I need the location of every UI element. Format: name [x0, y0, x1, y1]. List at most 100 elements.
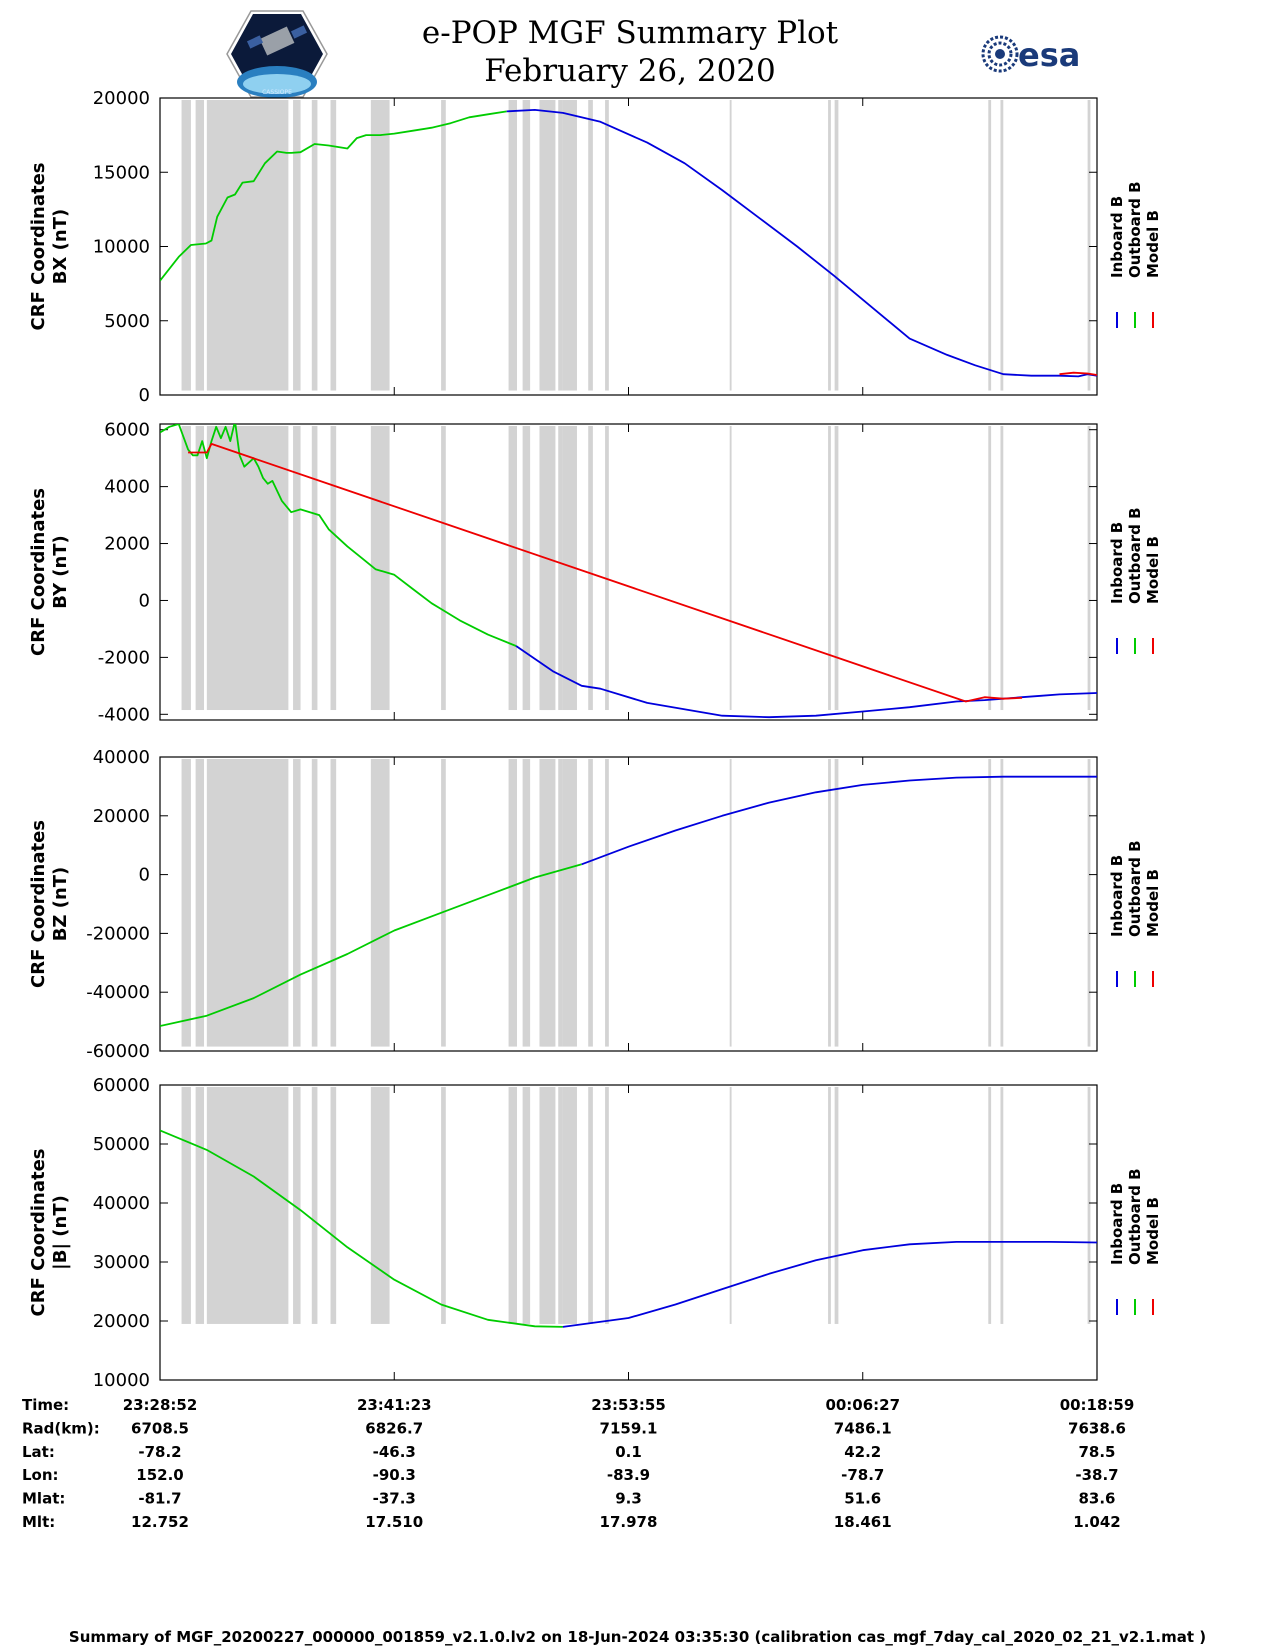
legend-label-outboard: Outboard B — [1126, 1168, 1144, 1265]
series-line-outboard-b — [160, 863, 582, 1027]
series-line-outboard-b — [160, 1129, 563, 1328]
ephemeris-row-label: Lat: — [22, 1443, 55, 1461]
data-gap-bar — [988, 759, 992, 1047]
y-axis-label-line-2: BX (nT) — [50, 209, 71, 284]
ephemeris-value: -78.2 — [138, 1443, 181, 1461]
y-tick-label: 20000 — [93, 806, 150, 827]
data-gap-bar — [588, 759, 593, 1047]
series-line-model-b — [188, 442, 1023, 703]
ephemeris-value: 23:28:52 — [123, 1396, 198, 1414]
y-tick-label: 50000 — [93, 1134, 150, 1155]
data-gap-bar — [508, 1087, 517, 1324]
data-gap-bar — [370, 759, 390, 1047]
y-tick-label: 20000 — [93, 88, 150, 109]
ephemeris-value: 83.6 — [1078, 1490, 1115, 1508]
title-line-2: February 26, 2020 — [484, 53, 776, 89]
data-gap-bar — [541, 100, 556, 391]
ephemeris-value: 0.1 — [615, 1443, 642, 1461]
data-gap-bar — [834, 100, 839, 391]
ephemeris-value: 12.752 — [131, 1513, 189, 1531]
data-gap-bar — [330, 759, 337, 1047]
data-gap-bar — [834, 426, 839, 711]
ephemeris-value: 17.978 — [600, 1513, 658, 1531]
data-gap-bar — [605, 100, 609, 391]
data-gap-bar — [293, 426, 301, 711]
ephemeris-row-label: Lon: — [22, 1466, 59, 1484]
data-gap-bar — [311, 759, 318, 1047]
ephemeris-value: -37.3 — [373, 1490, 416, 1508]
data-gap-bar — [588, 426, 593, 711]
cassiope-mission-logo: CASSIOPE — [226, 10, 328, 98]
ephemeris-row-label: Rad(km): — [22, 1419, 100, 1437]
ephemeris-value: 78.5 — [1078, 1443, 1115, 1461]
data-gap-bar — [1087, 759, 1091, 1047]
ephemeris-value: 7638.6 — [1068, 1419, 1126, 1437]
ephemeris-value: 00:18:59 — [1060, 1396, 1135, 1414]
data-gap-bar — [1000, 426, 1004, 711]
legend-label-inboard: Inboard B — [1108, 855, 1126, 937]
panel-bx: 0 5000 10000 15000 20000 CRF Coordinates BX (n… — [28, 88, 1162, 406]
data-gap-bar — [541, 759, 556, 1047]
data-gap-bar — [441, 426, 446, 711]
y-axis-label-line-2: |B| (nT) — [50, 1195, 71, 1270]
data-gap-bar — [828, 759, 831, 1047]
y-axis-label-line-1: CRF Coordinates — [28, 488, 49, 656]
legend-label-outboard: Outboard B — [1126, 181, 1144, 278]
data-gap-bar — [541, 1087, 556, 1324]
series-line-outboard-b — [160, 110, 507, 282]
ephemeris-value: -81.7 — [138, 1490, 181, 1508]
data-gap-bar — [1000, 1087, 1004, 1324]
data-gap-bar — [1087, 426, 1091, 711]
data-gap-bar — [1087, 100, 1091, 391]
panel-bz: -60000 -40000 -20000 0 20000 40000 CRF Coordin… — [28, 747, 1162, 1062]
data-gap-bar — [522, 426, 531, 711]
y-tick-label: 40000 — [93, 1193, 150, 1214]
data-gap-bar — [558, 100, 563, 391]
series-line-inboard-b — [515, 645, 1097, 719]
cassiope-logo-text: CASSIOPE — [262, 89, 292, 96]
y-tick-label: 10000 — [93, 1370, 150, 1391]
data-gap-bar — [834, 759, 839, 1047]
ephemeris-value: 17.510 — [365, 1513, 423, 1531]
y-tick-label: 5000 — [104, 311, 150, 332]
data-gap-bar — [729, 426, 732, 711]
ephemeris-value: -38.7 — [1075, 1466, 1118, 1484]
data-gap-bar — [562, 100, 577, 391]
data-gap-bar — [370, 426, 390, 711]
data-gap-bar — [605, 1087, 609, 1324]
data-gap-bar — [828, 100, 831, 391]
data-gap-bar — [522, 759, 531, 1047]
y-axis-label-line-1: CRF Coordinates — [28, 820, 49, 988]
data-gap-bar — [1000, 759, 1004, 1047]
data-gap-bar — [181, 759, 191, 1047]
data-gap-bar — [558, 426, 563, 711]
footer-caption: Summary of MGF_20200227_000000_001859_v2… — [68, 1628, 1207, 1646]
y-axis-label-line-2: BY (nT) — [50, 535, 71, 609]
data-gap-bar — [562, 426, 577, 711]
y-tick-label: 15000 — [93, 162, 150, 183]
data-gap-bar — [441, 100, 446, 391]
data-gap-bar — [195, 1087, 205, 1324]
data-gap-bar — [562, 759, 577, 1047]
esa-logo: esa — [981, 35, 1080, 74]
data-gap-bar — [558, 759, 563, 1047]
data-gap-bar — [311, 100, 318, 391]
ephemeris-value: 7159.1 — [600, 1419, 658, 1437]
data-gap-bar — [988, 426, 992, 711]
data-gap-bar — [293, 759, 301, 1047]
esa-logo-text: esa — [1018, 36, 1080, 74]
data-gap-bar — [834, 1087, 839, 1324]
y-axis-label-line-1: CRF Coordinates — [28, 163, 49, 331]
ephemeris-row-label: Time: — [22, 1396, 69, 1414]
data-gap-bar — [206, 100, 289, 391]
data-gap-bar — [729, 759, 732, 1047]
y-tick-label: 4000 — [104, 477, 150, 498]
series-line-inboard-b — [506, 109, 1097, 378]
data-gap-bar — [605, 759, 609, 1047]
ephemeris-value: 9.3 — [615, 1490, 642, 1508]
data-gap-bar — [522, 100, 531, 391]
data-gap-bar — [988, 100, 992, 391]
data-gap-bar — [311, 1087, 318, 1324]
ephemeris-value: 51.6 — [844, 1490, 881, 1508]
data-gap-bar — [605, 426, 609, 711]
